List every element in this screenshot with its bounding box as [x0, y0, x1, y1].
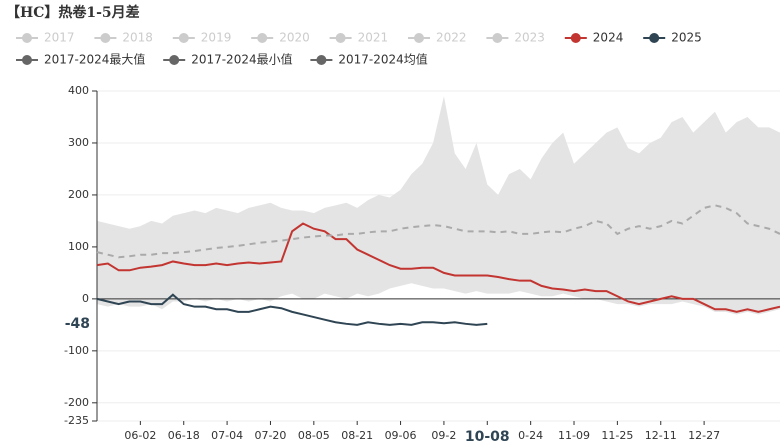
legend-label: 2025 [671, 31, 702, 45]
x-tick-label: 12-11 [645, 429, 677, 442]
y-tick-label: 0 [82, 292, 89, 305]
crosshair-x-label: 10-08 [465, 429, 510, 445]
x-tick-label: 0-24 [518, 429, 543, 442]
y-tick-label: 200 [68, 188, 89, 201]
legend-icon [100, 33, 111, 43]
x-tick-label: 11-25 [601, 429, 633, 442]
y-tick-label: 300 [68, 136, 89, 149]
crosshair-y-bg [60, 313, 94, 334]
series-line [96, 293, 488, 326]
x-tick-label: 07-20 [254, 429, 286, 442]
range-band [97, 96, 780, 315]
x-tick-label: 08-05 [298, 429, 330, 442]
y-tick-label: -100 [64, 344, 89, 357]
legend-label: 2017-2024最小值 [191, 52, 292, 67]
x-tick-label: 08-21 [341, 429, 373, 442]
x-tick-label: 09-2 [431, 429, 456, 442]
mean-line [96, 204, 780, 259]
y-tick-label: 100 [68, 240, 89, 253]
legend-label: 2017-2024均值 [338, 52, 427, 67]
x-tick-label: 06-02 [124, 429, 156, 442]
y-tick-label: -235 [64, 414, 89, 427]
legend-icon [316, 55, 327, 65]
legend-icon [649, 33, 660, 43]
crosshair-y-label: -48 [65, 316, 90, 332]
crosshair-x-bg [461, 426, 514, 446]
legend-icon [178, 33, 189, 43]
legend-label: 2017-2024最大值 [44, 52, 145, 67]
x-tick-label: 12-27 [688, 429, 720, 442]
legend-label: 2018 [122, 31, 153, 45]
legend-icon [492, 33, 503, 43]
legend-label: 2023 [514, 31, 545, 45]
y-tick-label: -200 [64, 396, 89, 409]
legend-icon [22, 33, 32, 43]
legend-icon [335, 33, 346, 43]
legend-icon [169, 55, 180, 65]
x-tick-label: 06-18 [168, 429, 200, 442]
legend-label: 2017 [44, 31, 75, 45]
legend-icon [570, 33, 581, 43]
x-tick-label: 07-04 [211, 429, 243, 442]
legend-label: 2021 [358, 31, 389, 45]
y-tick-label: 400 [68, 84, 89, 97]
legend-icon [22, 55, 32, 65]
legend-label: 2022 [436, 31, 467, 45]
legend-label: 2024 [593, 31, 624, 45]
legend-icon [257, 33, 268, 43]
legend-label: 2020 [279, 31, 310, 45]
chart-title: 【HC】热卷1-5月差 [6, 4, 140, 21]
series-line [96, 222, 780, 313]
x-tick-label: 11-09 [558, 429, 590, 442]
x-tick-label: 09-06 [385, 429, 417, 442]
legend-label: 2019 [201, 31, 232, 45]
legend-icon [414, 33, 424, 43]
